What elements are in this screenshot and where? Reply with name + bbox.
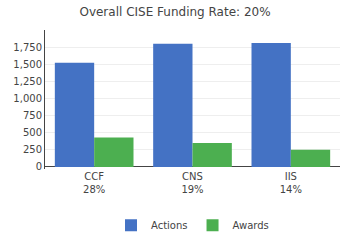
svg-text:Awards: Awards [233, 220, 269, 231]
svg-text:750: 750 [23, 110, 42, 121]
svg-text:CCF28%: CCF28% [83, 171, 105, 195]
svg-text:1,750: 1,750 [13, 42, 42, 53]
svg-text:250: 250 [23, 144, 42, 155]
svg-text:Overall CISE Funding Rate: 20%: Overall CISE Funding Rate: 20% [79, 5, 270, 19]
svg-text:CNS19%: CNS19% [181, 171, 203, 195]
svg-text:0: 0 [36, 161, 42, 172]
svg-text:IIS14%: IIS14% [280, 171, 302, 195]
svg-text:1,500: 1,500 [13, 59, 42, 70]
svg-text:1,000: 1,000 [13, 93, 42, 104]
svg-text:500: 500 [23, 127, 42, 138]
svg-text:1,250: 1,250 [13, 76, 42, 87]
svg-text:Actions: Actions [151, 220, 188, 231]
